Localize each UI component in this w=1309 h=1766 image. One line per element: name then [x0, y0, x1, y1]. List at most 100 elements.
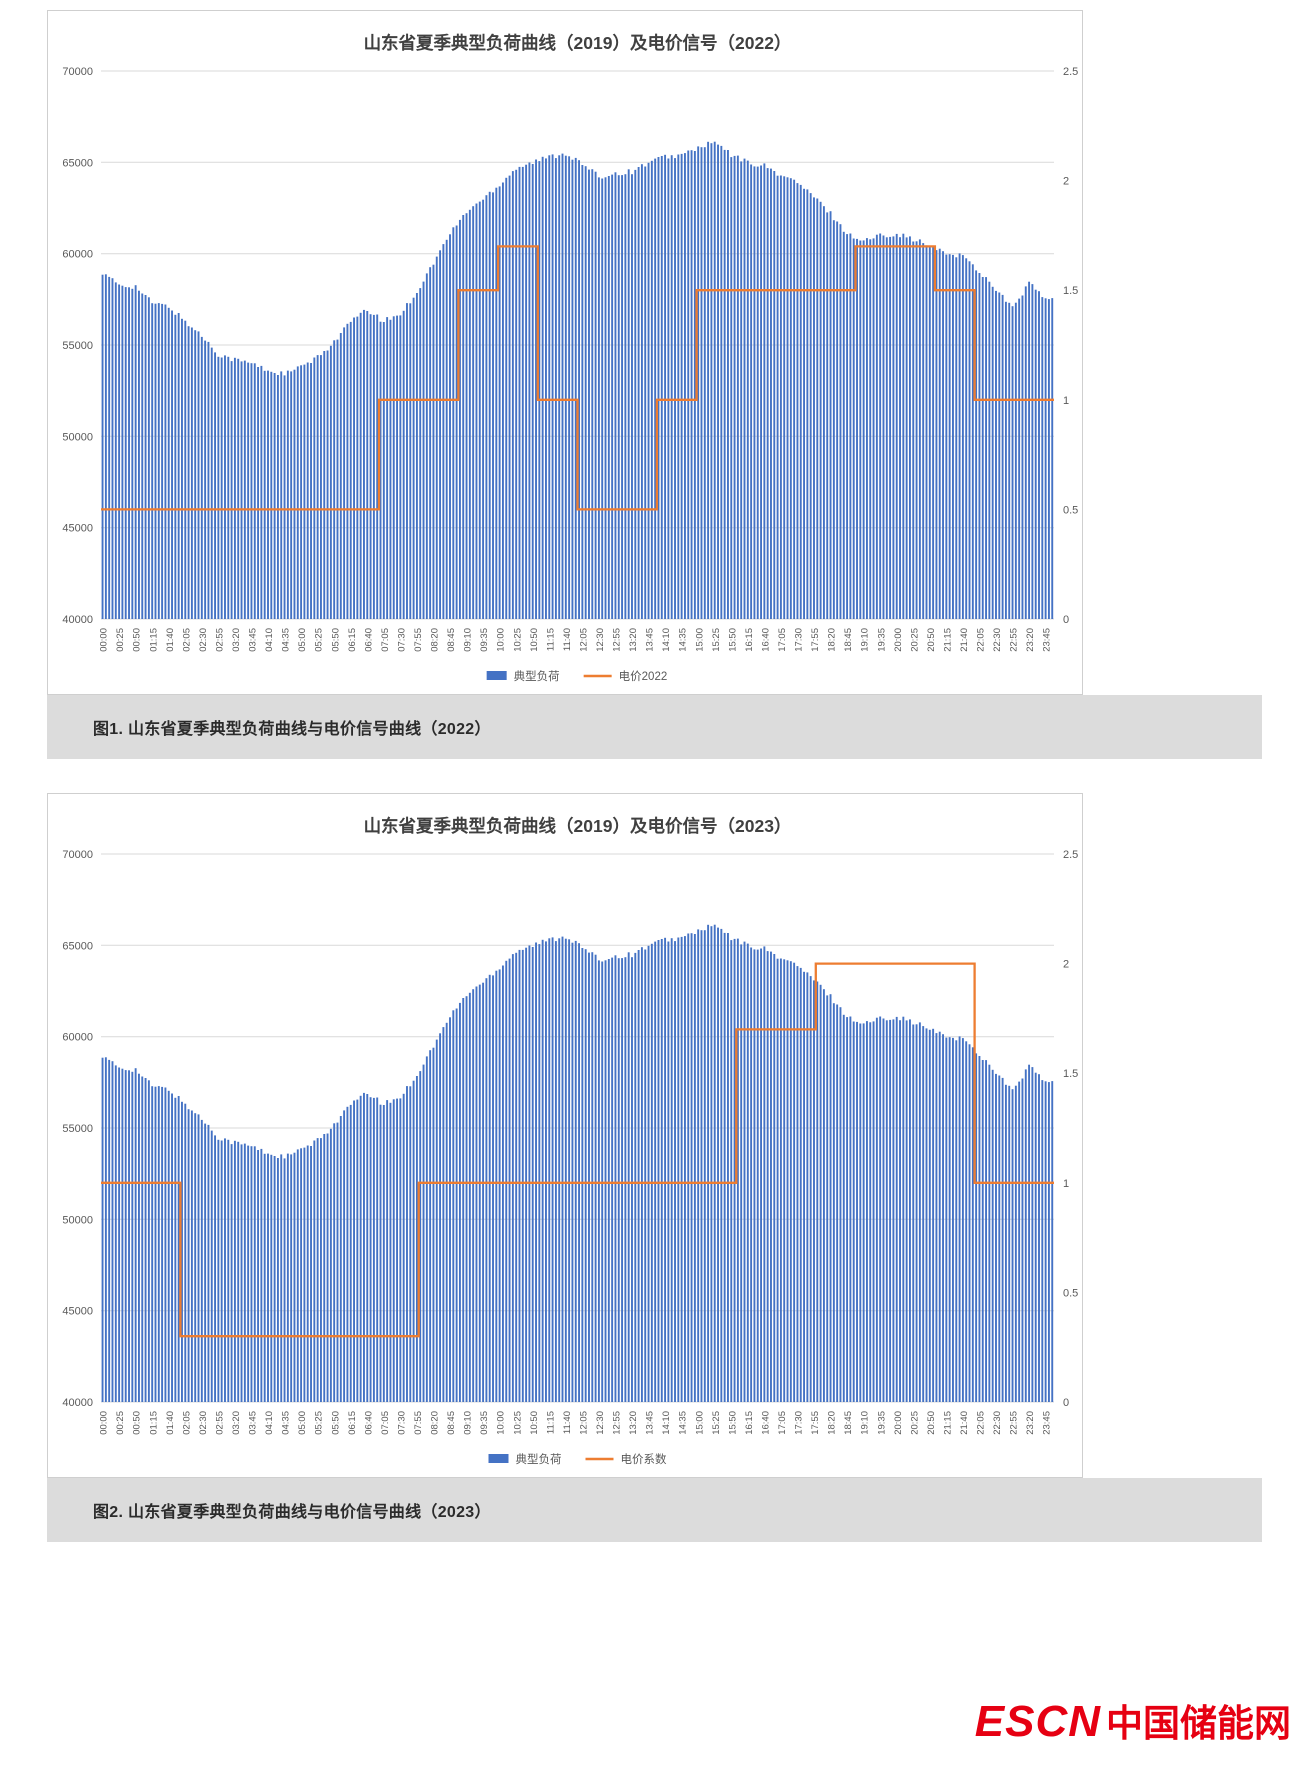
svg-text:22:30: 22:30	[992, 1411, 1003, 1435]
svg-text:16:15: 16:15	[744, 628, 755, 652]
svg-text:08:45: 08:45	[446, 628, 457, 652]
svg-text:05:50: 05:50	[330, 628, 341, 652]
escn-logo-latin: ESCN	[974, 1697, 1101, 1746]
svg-text:00:00: 00:00	[99, 628, 110, 652]
price-step-line	[101, 245, 1054, 511]
svg-text:15:00: 15:00	[694, 628, 705, 652]
x-axis-labels: 00:00 00:25 00:50 01:15 01:40 02:05 02:30 02:55…	[99, 628, 1053, 652]
svg-text:04:35: 04:35	[281, 1411, 292, 1435]
svg-text:17:55: 17:55	[810, 1411, 821, 1435]
svg-text:18:20: 18:20	[827, 628, 838, 652]
svg-text:15:50: 15:50	[727, 628, 738, 652]
svg-text:01:40: 01:40	[165, 1411, 176, 1435]
svg-text:10:25: 10:25	[512, 1411, 523, 1435]
svg-text:20:00: 20:00	[893, 1411, 904, 1435]
svg-text:16:40: 16:40	[761, 628, 772, 652]
escn-logo: ESCN 中国储能网	[975, 1693, 1291, 1747]
x-axis-labels: 00:00 00:25 00:50 01:15 01:40 02:05 02:30 02:55…	[99, 1411, 1053, 1435]
svg-text:01:15: 01:15	[148, 1411, 159, 1435]
svg-text:13:20: 13:20	[628, 1411, 639, 1435]
svg-text:12:05: 12:05	[579, 1411, 590, 1435]
svg-text:22:55: 22:55	[1009, 628, 1020, 652]
escn-logo-chinese: 中国储能网	[1106, 1703, 1291, 1744]
svg-text:06:15: 06:15	[347, 628, 358, 652]
legend: 典型负荷 电价2022	[486, 669, 668, 683]
svg-text:10:50: 10:50	[529, 1411, 540, 1435]
svg-text:04:10: 04:10	[264, 628, 275, 652]
svg-text:12:55: 12:55	[612, 628, 623, 652]
svg-text:40000: 40000	[62, 614, 93, 626]
svg-text:19:35: 19:35	[876, 628, 887, 652]
svg-text:02:30: 02:30	[198, 628, 209, 652]
svg-text:00:25: 00:25	[115, 628, 126, 652]
left-axis-labels: 70000 65000 60000 55000 50000 45000 40000	[62, 849, 93, 1409]
svg-text:17:55: 17:55	[810, 628, 821, 652]
svg-text:11:40: 11:40	[562, 1411, 573, 1434]
svg-text:12:05: 12:05	[579, 628, 590, 652]
svg-text:09:35: 09:35	[479, 1411, 490, 1435]
svg-text:12:55: 12:55	[612, 1411, 623, 1435]
svg-text:22:05: 22:05	[976, 1411, 987, 1435]
legend-label: 电价2022	[619, 670, 668, 683]
svg-text:10:50: 10:50	[529, 628, 540, 652]
svg-text:23:45: 23:45	[1042, 1411, 1053, 1435]
figure-1-caption-text: 图1. 山东省夏季典型负荷曲线与电价信号曲线（2022）	[93, 721, 491, 738]
svg-text:01:40: 01:40	[165, 628, 176, 652]
svg-text:02:05: 02:05	[181, 1411, 192, 1435]
svg-text:10:00: 10:00	[496, 1411, 507, 1435]
svg-text:22:05: 22:05	[976, 628, 987, 652]
svg-text:21:15: 21:15	[943, 1411, 954, 1435]
svg-text:20:50: 20:50	[926, 628, 937, 652]
svg-text:07:05: 07:05	[380, 628, 391, 652]
price-step-line	[101, 962, 1054, 1338]
svg-text:45000: 45000	[62, 1306, 93, 1318]
right-axis-labels: 2.5 2 1.5 1 0.5 0	[1063, 849, 1078, 1409]
svg-text:23:45: 23:45	[1042, 628, 1053, 652]
svg-text:15:50: 15:50	[727, 1411, 738, 1435]
svg-text:23:20: 23:20	[1025, 628, 1036, 652]
figure-2-caption-text: 图2. 山东省夏季典型负荷曲线与电价信号曲线（2023）	[93, 1504, 491, 1521]
svg-text:15:00: 15:00	[694, 1411, 705, 1435]
svg-text:08:45: 08:45	[446, 1411, 457, 1435]
svg-text:07:30: 07:30	[397, 1411, 408, 1435]
svg-text:03:45: 03:45	[248, 628, 259, 652]
figure-2-caption: 图2. 山东省夏季典型负荷曲线与电价信号曲线（2023）	[47, 1478, 1262, 1542]
svg-text:2.5: 2.5	[1063, 849, 1078, 861]
svg-text:70000: 70000	[62, 849, 93, 861]
svg-text:40000: 40000	[62, 1397, 93, 1409]
load-price-chart-2023: 700006500060000550005000045000400002.521…	[62, 816, 1078, 1466]
svg-text:03:20: 03:20	[231, 628, 242, 652]
svg-text:02:05: 02:05	[181, 628, 192, 652]
svg-text:06:40: 06:40	[363, 1411, 374, 1435]
svg-text:2: 2	[1063, 959, 1069, 971]
svg-text:70000: 70000	[62, 66, 93, 78]
svg-text:11:15: 11:15	[545, 628, 556, 651]
svg-text:1.5: 1.5	[1063, 285, 1078, 297]
svg-text:55000: 55000	[62, 340, 93, 352]
svg-text:02:30: 02:30	[198, 1411, 209, 1435]
svg-text:10:00: 10:00	[496, 628, 507, 652]
svg-text:22:30: 22:30	[992, 628, 1003, 652]
svg-text:09:10: 09:10	[463, 1411, 474, 1435]
svg-text:21:15: 21:15	[943, 628, 954, 652]
svg-text:14:35: 14:35	[678, 628, 689, 652]
svg-text:2.5: 2.5	[1063, 66, 1078, 78]
svg-text:00:25: 00:25	[115, 1411, 126, 1435]
svg-text:07:05: 07:05	[380, 1411, 391, 1435]
svg-text:0: 0	[1063, 614, 1069, 626]
svg-text:07:30: 07:30	[397, 628, 408, 652]
svg-text:15:25: 15:25	[711, 1411, 722, 1435]
chart-title: 山东省夏季典型负荷曲线（2019）及电价信号（2023）	[364, 816, 792, 836]
svg-text:02:55: 02:55	[215, 1411, 226, 1435]
svg-text:05:50: 05:50	[330, 1411, 341, 1435]
svg-text:0.5: 0.5	[1063, 504, 1078, 516]
svg-text:08:20: 08:20	[430, 628, 441, 652]
svg-text:12:30: 12:30	[595, 628, 606, 652]
svg-text:13:45: 13:45	[645, 628, 656, 652]
svg-text:05:25: 05:25	[314, 628, 325, 652]
svg-text:12:30: 12:30	[595, 1411, 606, 1435]
gridlines	[101, 853, 1054, 1403]
svg-text:03:20: 03:20	[231, 1411, 242, 1435]
svg-text:20:00: 20:00	[893, 628, 904, 652]
svg-text:60000: 60000	[62, 249, 93, 261]
